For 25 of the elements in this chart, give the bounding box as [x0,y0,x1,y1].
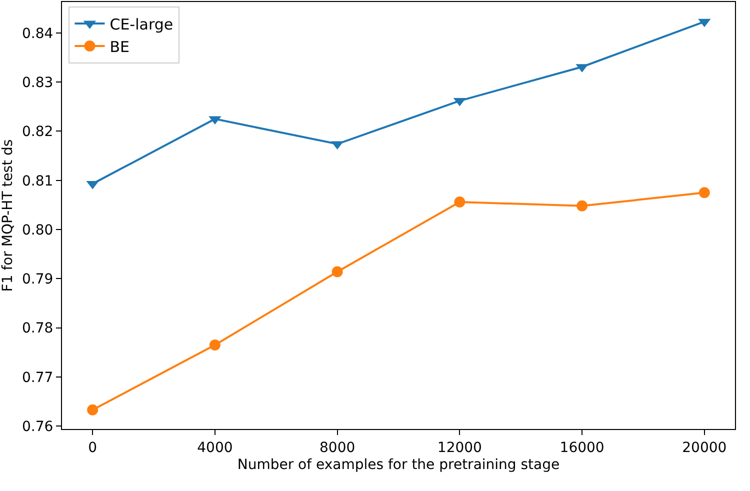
y-tick-label: 0.82 [22,124,54,140]
point [209,339,220,350]
y-axis-title: F1 for MQP-HT test ds [0,139,16,292]
y-tick-label: 0.84 [22,26,54,42]
x-tick-label: 4000 [197,440,233,456]
y-tick-label: 0.81 [22,173,54,190]
legend-label: BE [110,38,130,56]
x-axis-title: Number of examples for the pretraining stage [237,457,560,474]
legend-label: CE-large [110,15,174,34]
point [698,187,710,198]
x-tick-label: 20000 [682,440,727,456]
y-tick-label: 0.77 [22,370,54,386]
y-tick-label: 0.78 [22,320,54,337]
y-tick-label: 0.83 [22,74,54,91]
x-tick-label: 16000 [560,440,604,456]
point [332,266,343,278]
point [87,404,98,416]
y-tick-label: 0.80 [22,222,54,238]
point [454,196,466,208]
point [576,200,588,212]
x-tick-label: 0 [88,440,98,456]
x-tick-label: 8000 [320,440,356,456]
x-tick-label: 12000 [437,440,482,456]
y-tick-label: 0.76 [22,418,54,435]
y-tick-label: 0.79 [22,272,54,288]
